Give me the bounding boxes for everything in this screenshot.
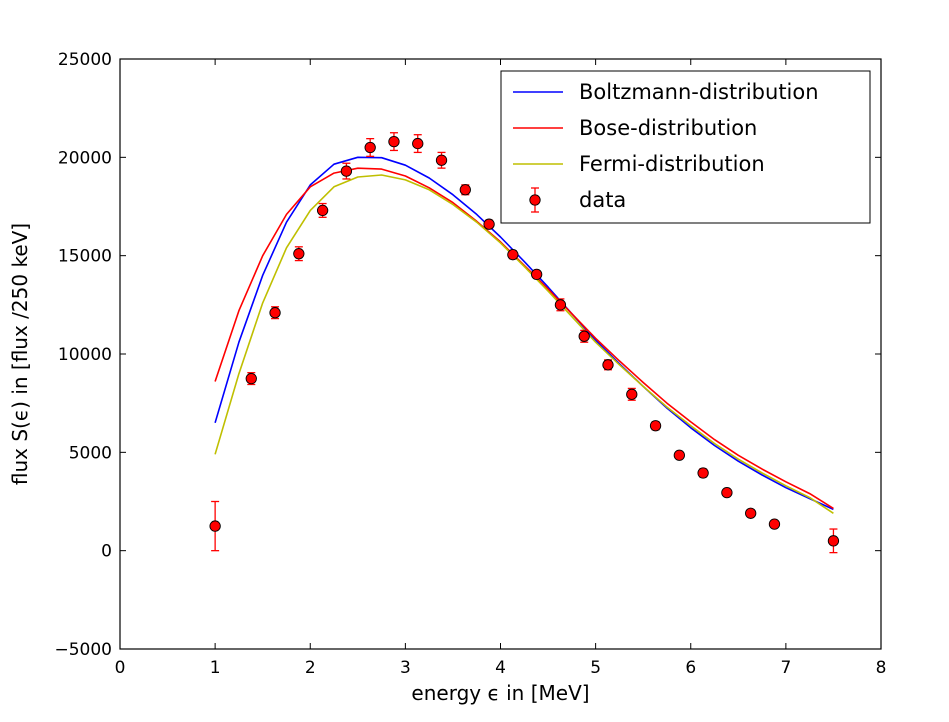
fermi-distribution-line <box>214 174 834 514</box>
y-tick-label: 25000 <box>58 50 112 70</box>
y-tick-label: 10000 <box>58 345 112 365</box>
boltzmann-distribution-line <box>214 156 834 511</box>
data-point <box>578 330 590 342</box>
data-point <box>293 248 305 260</box>
data-point <box>483 218 495 230</box>
data-point <box>435 154 448 166</box>
data-point <box>530 268 543 280</box>
x-axis-label: energy ϵ in [MeV] <box>411 681 589 705</box>
x-tick-label: 8 <box>876 658 887 678</box>
data-point <box>340 165 353 177</box>
legend-box <box>500 70 871 224</box>
legend-label-boltzmann-distribution: Boltzmann-distribution <box>579 80 819 104</box>
y-tick-label: 5000 <box>69 443 112 463</box>
data-point <box>626 388 638 400</box>
legend-swatch-data <box>529 194 541 206</box>
y-tick-label: 0 <box>101 542 112 562</box>
data-point <box>269 307 281 319</box>
data-point <box>673 449 685 461</box>
data-point <box>721 486 733 499</box>
data-point <box>388 135 400 148</box>
x-tick-label: 5 <box>590 658 601 678</box>
x-tick-label: 1 <box>210 658 221 678</box>
fermi-distribution-series <box>214 174 834 514</box>
legend-label-bose-distribution: Bose-distribution <box>579 116 757 140</box>
data-point <box>697 467 709 479</box>
data-point <box>364 141 376 154</box>
y-tick-label: 15000 <box>58 247 112 267</box>
y-tick-label: 20000 <box>58 148 112 168</box>
boltzmann-distribution-series <box>214 156 834 511</box>
y-tick-label: −5000 <box>54 640 112 660</box>
data-point <box>459 184 471 196</box>
data-point <box>412 137 424 150</box>
series-layer <box>209 132 840 554</box>
data-point <box>316 204 329 217</box>
x-tick-label: 7 <box>780 658 791 678</box>
x-tick-label: 2 <box>305 658 316 678</box>
data-point <box>209 520 221 532</box>
data-point <box>507 249 519 261</box>
data-point <box>649 420 662 432</box>
x-tick-label: 6 <box>685 658 696 678</box>
x-tick-label: 4 <box>495 658 506 678</box>
data-point <box>245 372 257 385</box>
x-tick-label: 0 <box>115 658 126 678</box>
legend-label-data: data <box>579 188 626 212</box>
legend: Boltzmann-distribution Bose-distribution F… <box>500 70 871 224</box>
x-tick-label: 3 <box>400 658 411 678</box>
legend-label-fermi-distribution: Fermi-distribution <box>579 152 765 176</box>
data-point <box>745 507 757 519</box>
data-point <box>554 299 567 311</box>
data-point <box>827 535 840 547</box>
y-axis-label: flux S(ϵ) in [flux /250 keV] <box>8 223 32 485</box>
data-point <box>768 518 781 530</box>
data-point <box>602 359 614 371</box>
data-series <box>209 132 840 554</box>
